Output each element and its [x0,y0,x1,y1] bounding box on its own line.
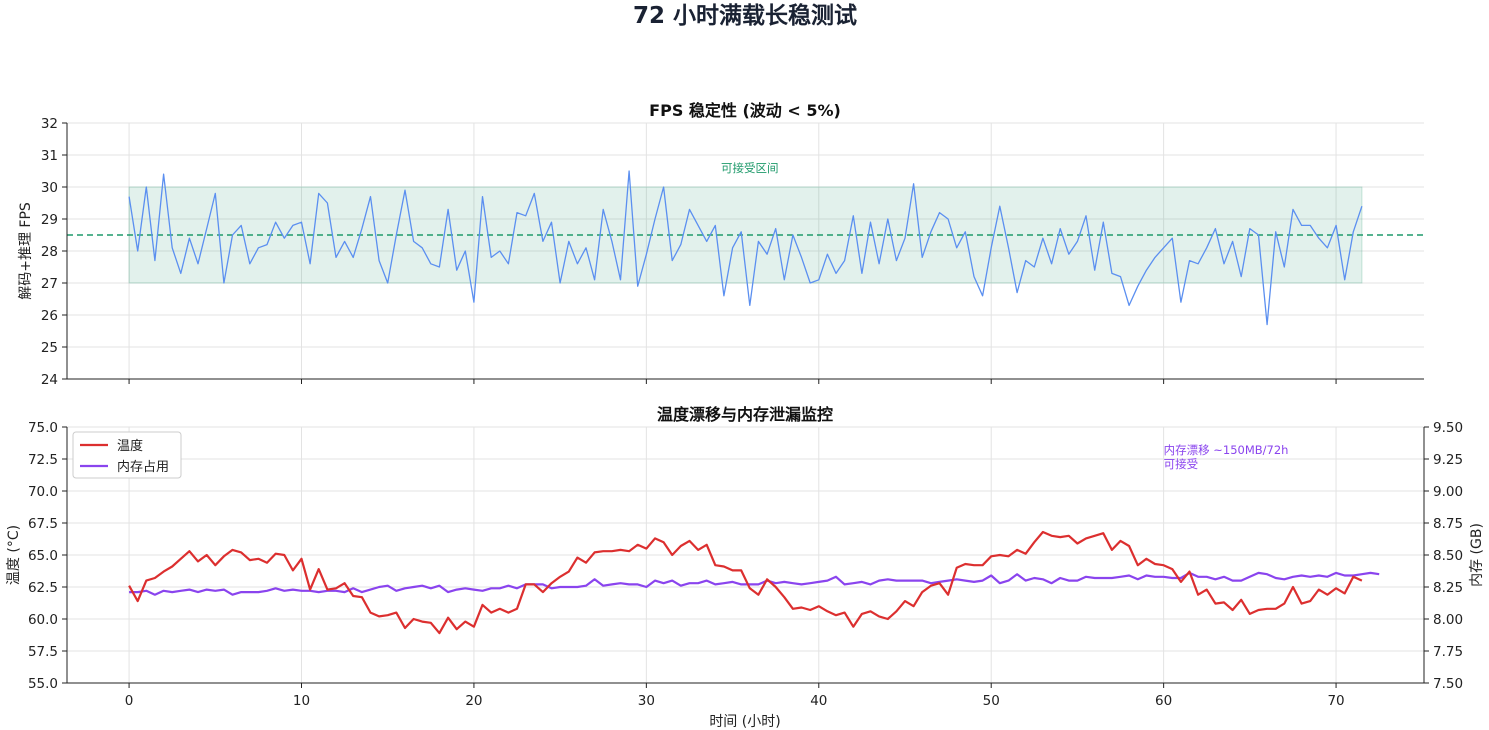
temperature-line [128,530,1363,635]
memory-ytick-label: 7.50 [1433,676,1463,692]
temp-ytick-label: 55.0 [28,676,58,692]
time-xtick-label: 30 [638,693,655,709]
memory-ytick-label: 8.50 [1433,548,1463,564]
memory-ytick-label: 9.50 [1433,420,1463,436]
temp-ytick-label: 60.0 [28,612,58,628]
fps-series [128,170,1363,326]
fps-ytick-label: 30 [41,180,58,196]
acceptable-range-annotation: 可接受区间 [721,161,779,175]
fps-ticks: 24 25 26 27 28 29 30 31 32 [41,116,1424,388]
temp-ytick-label: 57.5 [28,644,58,660]
fps-ytick-label: 24 [41,372,58,388]
legend: 温度 内存占用 [72,431,182,479]
temp-ytick-label: 62.5 [28,580,58,596]
temp-gridlines [67,426,1424,684]
fps-ytick-label: 29 [41,212,58,228]
temp-memory-series [128,530,1380,635]
time-xlabel: 时间 (小时) [709,714,780,730]
fps-ytick-label: 32 [41,116,58,132]
temp-memory-chart-title: 温度漂移与内存泄漏监控 [656,405,833,424]
memory-ytick-label: 8.00 [1433,612,1463,628]
fps-chart: FPS 稳定性 (波动 < 5%) 24 25 26 27 28 29 30 31 32 可接受… [18,101,1424,388]
fps-chart-title: FPS 稳定性 (波动 < 5%) [649,101,841,120]
memory-drift-annotation-line1: 内存漂移 ~150MB/72h [1164,443,1289,457]
suptitle: 72 小时满载长稳测试 [633,2,857,29]
memory-ytick-label: 8.25 [1433,580,1463,596]
memory-ytick-label: 9.25 [1433,452,1463,468]
temp-ytick-label: 72.5 [28,452,58,468]
fps-ytick-label: 25 [41,340,58,356]
temp-ytick-label: 75.0 [28,420,58,436]
temp-ytick-label: 65.0 [28,548,58,564]
time-xtick-label: 60 [1155,693,1172,709]
fps-gridlines [67,122,1424,380]
time-xtick-label: 40 [810,693,827,709]
temp-ylabel: 温度 (°C) [6,525,22,585]
memory-ytick-label: 8.75 [1433,516,1463,532]
fps-line [128,170,1363,326]
fps-ytick-label: 28 [41,244,58,260]
temp-ytick-label: 67.5 [28,516,58,532]
time-xtick-label: 50 [983,693,1000,709]
fps-ytick-label: 27 [41,276,58,292]
temp-ytick-label: 70.0 [28,484,58,500]
legend-temp-label: 温度 [117,438,143,454]
memory-drift-annotation-line2: 可接受 [1164,457,1199,471]
time-xtick-label: 20 [465,693,482,709]
memory-ytick-label: 7.75 [1433,644,1463,660]
fps-ytick-label: 31 [41,148,58,164]
legend-memory-label: 内存占用 [117,459,169,475]
time-xtick-label: 70 [1327,693,1344,709]
fps-ytick-label: 26 [41,308,58,324]
memory-ylabel: 内存 (GB) [1469,523,1485,587]
time-xtick-label: 0 [125,693,134,709]
temp-memory-chart: 温度漂移与内存泄漏监控 55.0 57.5 60.0 62.5 65.0 67.5 70.0… [6,405,1485,730]
fps-ylabel: 解码+推理 FPS [18,202,34,300]
temp-ticks: 55.0 57.5 60.0 62.5 65.0 67.5 70.0 72.5 75.0 7.50… [28,420,1463,709]
memory-ytick-label: 9.00 [1433,484,1463,500]
memory-usage-line [129,571,1380,596]
time-xtick-label: 10 [293,693,310,709]
